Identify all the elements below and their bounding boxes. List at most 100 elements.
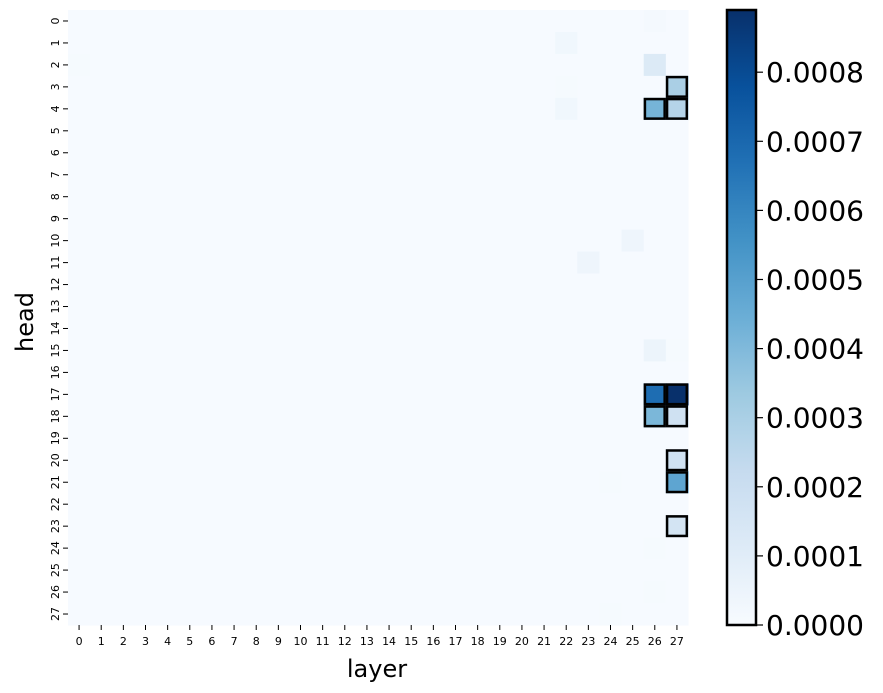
heatmap-cell [400,10,423,33]
heatmap-cell [466,515,490,538]
heatmap-cell [245,339,268,363]
heatmap-cell [466,53,490,77]
heatmap-cell [378,97,401,121]
heatmap-cell [466,581,490,604]
heatmap-cell [665,383,689,406]
heatmap-cell [555,317,578,341]
heatmap-cell [533,163,556,187]
heatmap-cell [333,273,357,297]
x-tick-label: 21 [537,635,551,648]
y-tick-label: 9 [49,215,62,222]
heatmap-cell [577,273,601,297]
heatmap-cell [400,207,423,231]
heatmap-cell [665,31,689,55]
heatmap-cell [311,295,335,319]
heatmap-cell [90,603,113,626]
heatmap-cell [156,449,180,472]
heatmap-cell [134,405,158,428]
heatmap-cell [90,339,113,363]
heatmap-cell [466,405,490,428]
heatmap-cell [577,383,601,406]
heatmap-cell [444,185,468,209]
heatmap-cell [488,10,512,33]
heatmap-cell [665,229,689,253]
x-tick-label: 25 [626,635,640,648]
heatmap-cell [533,10,556,33]
heatmap-cell [444,383,468,406]
heatmap-cell [245,471,268,494]
heatmap-cell [510,383,534,406]
heatmap-cell [400,449,423,472]
heatmap-cell [488,361,512,384]
heatmap-cell [90,493,113,516]
heatmap-cell [267,273,291,297]
heatmap-cell [422,405,446,428]
heatmap-cell [444,75,468,99]
heatmap-cell [577,53,601,77]
heatmap-cell [245,295,268,319]
heatmap-cell [200,119,224,143]
heatmap-cell [68,537,91,560]
heatmap-cell [200,273,224,297]
heatmap-cell [200,185,224,209]
heatmap-cell [577,185,601,209]
heatmap-cell [488,559,512,582]
heatmap-cell [488,75,512,99]
heatmap-cell [311,163,335,187]
heatmap-cell [90,317,113,341]
heatmap-cell [178,75,202,99]
heatmap-cell [444,119,468,143]
heatmap-cell [378,251,401,275]
heatmap-cell [267,207,291,231]
colorbar-tick-label: 0.0004 [766,333,864,366]
heatmap-cell [223,493,246,516]
heatmap-cell [311,361,335,384]
heatmap-cell [311,493,335,516]
heatmap-cell [267,515,291,538]
heatmap-cell [422,10,446,33]
heatmap-cell [665,471,689,494]
heatmap-cell [400,229,423,253]
heatmap-cell [134,603,158,626]
heatmap-cell [466,295,490,319]
heatmap-cell [510,471,534,494]
heatmap-cell [68,273,91,297]
heatmap-cell [355,229,379,253]
heatmap-cell [112,603,136,626]
y-tick-label: 19 [49,431,62,445]
heatmap-cell [466,119,490,143]
heatmap-cell [555,449,578,472]
heatmap-cell [422,471,446,494]
heatmap-cell [134,141,158,165]
heatmap-cell [267,10,291,33]
heatmap-cell [599,273,623,297]
heatmap-cell [267,383,291,406]
heatmap-cell [621,405,645,428]
heatmap-cell [200,361,224,384]
heatmap-cell [178,449,202,472]
heatmap-cell [311,141,335,165]
x-tick-label: 8 [253,635,260,648]
heatmap-cell [555,515,578,538]
x-tick-label: 17 [449,635,463,648]
heatmap-cell [577,427,601,450]
heatmap-cell [178,10,202,33]
heatmap-cell [466,339,490,363]
heatmap-cell [621,449,645,472]
heatmap-cell [510,97,534,121]
heatmap-cell [621,75,645,99]
heatmap-cell [378,317,401,341]
heatmap-cell [223,141,246,165]
heatmap-cell [466,75,490,99]
heatmap-cell [178,383,202,406]
heatmap-cell [112,383,136,406]
heatmap-cell [178,251,202,275]
heatmap-cell [488,449,512,472]
heatmap-cell [156,383,180,406]
heatmap-cell [267,405,291,428]
heatmap-cell [245,119,268,143]
heatmap-cell [555,31,578,55]
heatmap-cell [422,383,446,406]
heatmap-cell [621,141,645,165]
heatmap-cell [488,185,512,209]
